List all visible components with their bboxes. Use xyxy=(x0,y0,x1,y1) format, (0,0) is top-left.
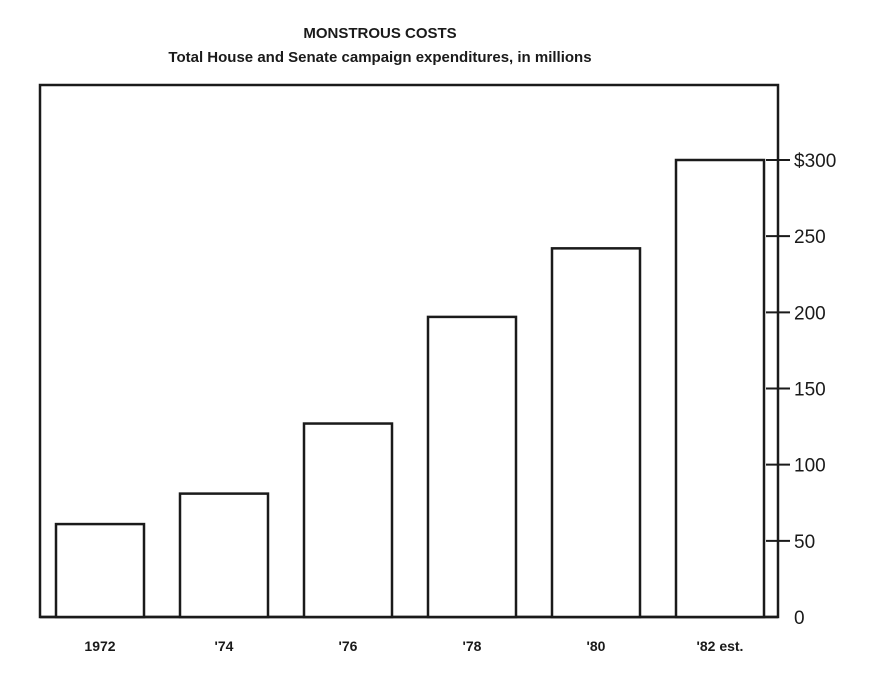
bar-4 xyxy=(550,247,642,619)
x-tick-labels: 1972 '74 '76 '78 '80 '82 est. xyxy=(84,638,743,654)
x-tick-label-0: 1972 xyxy=(84,638,115,654)
y-axis: 0 50 100 150 200 250 $300 xyxy=(766,151,836,629)
x-tick-label-1: '74 xyxy=(215,638,234,654)
x-tick-label-5: '82 est. xyxy=(697,638,744,654)
bar-3 xyxy=(426,315,518,619)
bar-1 xyxy=(178,492,270,619)
y-tick-label-3: 150 xyxy=(794,380,826,401)
y-tick-label-6: $300 xyxy=(794,151,836,172)
plot-frame xyxy=(38,83,780,619)
x-tick-label-2: '76 xyxy=(339,638,358,654)
x-tick-label-3: '78 xyxy=(463,638,482,654)
y-tick-label-5: 250 xyxy=(794,227,826,248)
chart-title: MONSTROUS COSTS xyxy=(303,25,456,42)
y-tick-label-4: 200 xyxy=(794,303,826,324)
x-tick-label-4: '80 xyxy=(587,638,606,654)
y-tick-label-2: 100 xyxy=(794,456,826,477)
bar-0 xyxy=(54,522,146,619)
y-tick-label-1: 50 xyxy=(794,532,815,553)
bars xyxy=(54,158,766,619)
bar-5 xyxy=(674,158,766,619)
y-tick-label-0: 0 xyxy=(794,608,805,629)
chart-subtitle: Total House and Senate campaign expendit… xyxy=(168,49,591,66)
bar-2 xyxy=(302,422,394,619)
